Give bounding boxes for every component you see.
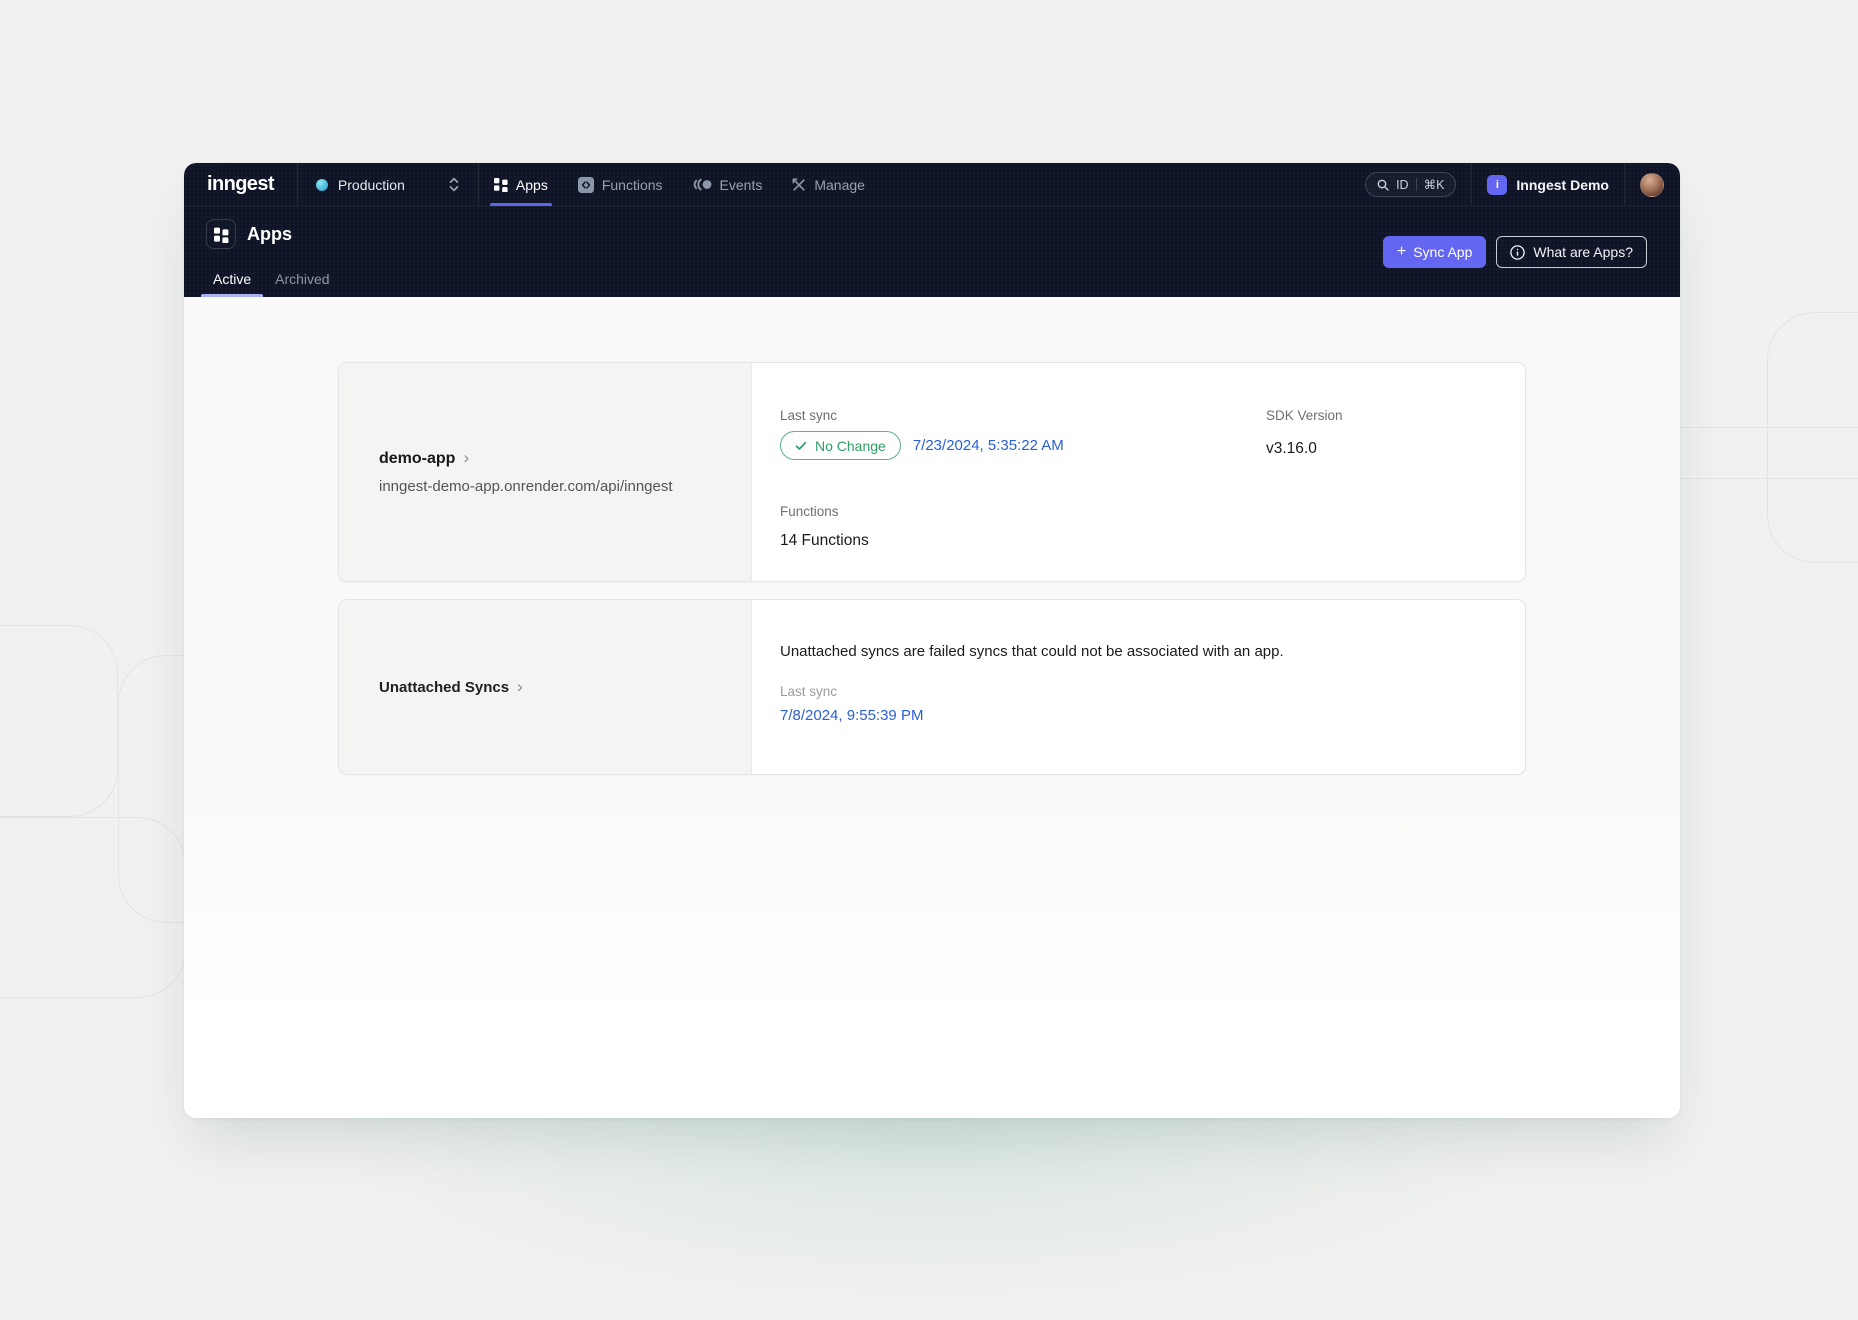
unattached-syncs-card: Unattached Syncs › Unattached syncs are … [338,599,1526,775]
apps-page-icon [206,219,236,249]
check-icon [795,441,807,451]
nav-tab-functions[interactable]: Functions [577,163,663,206]
status-badge-label: No Change [815,437,886,454]
functions-count: 14 Functions [780,532,869,549]
main-panel: inngest Production Apps [184,163,1680,1118]
navbar-divider [1471,163,1473,206]
app-title-link[interactable]: demo-app › [379,448,751,468]
search-shortcut[interactable]: ID ⌘K [1365,172,1457,197]
unattached-syncs-summary: Unattached Syncs › [339,600,752,774]
dark-header: inngest Production Apps [184,163,1680,297]
page-header: Apps + Sync App What are Apps? Active [184,207,1680,297]
app-card-summary: demo-app › inngest-demo-app.onrender.com… [339,363,752,581]
chevron-right-icon: › [517,676,523,696]
apps-grid-icon [493,177,508,192]
sdk-version-value: v3.16.0 [1266,440,1317,457]
functions-label: Functions [780,504,839,519]
nav-tab-label: Apps [515,176,548,193]
environment-switcher[interactable]: Production [298,163,479,206]
app-name: demo-app [379,449,456,467]
chevron-up-down-icon [448,177,460,192]
nav-tab-label: Functions [601,176,663,193]
what-are-apps-button[interactable]: What are Apps? [1496,236,1647,268]
nav-tab-apps[interactable]: Apps [489,163,552,206]
nav-tab-label: Manage [814,176,865,193]
page-tabs: Active Archived [201,261,342,297]
user-avatar[interactable] [1640,172,1664,197]
unattached-syncs-title: Unattached Syncs [379,678,510,696]
app-card-demo-app: demo-app › inngest-demo-app.onrender.com… [338,362,1526,582]
unattached-syncs-description: Unattached syncs are failed syncs that c… [780,643,1284,660]
environment-label: Production [337,176,405,193]
primary-nav: Apps Functions Events [489,163,865,206]
navbar-right: ID ⌘K i Inngest Demo [1365,163,1680,206]
inngest-logo[interactable]: inngest [207,173,275,195]
background-line [1677,427,1858,428]
app-card-details: Last sync No Change 7/23/2024, 5:35:22 A… [752,363,1525,581]
app-url: inngest-demo-app.onrender.com/api/innges… [379,477,673,495]
chevron-right-icon: › [463,448,470,467]
tab-label: Archived [275,271,330,287]
org-badge-icon: i [1487,174,1508,195]
search-id-label: ID [1396,177,1409,192]
tab-active[interactable]: Active [201,261,264,297]
what-are-apps-label: What are Apps? [1533,244,1633,260]
nav-tab-manage[interactable]: Manage [792,163,865,206]
unattached-syncs-details: Unattached syncs are failed syncs that c… [752,600,1525,774]
account-menu[interactable]: i Inngest Demo [1487,174,1609,195]
top-navbar: inngest Production Apps [184,163,1680,207]
plus-icon: + [1396,242,1407,260]
manage-tools-icon [792,178,806,192]
background-line [1677,478,1858,479]
background-rounded-shape [1767,312,1858,563]
logo-container[interactable]: inngest [184,163,298,206]
sdk-version-label: SDK Version [1266,408,1343,423]
org-name: Inngest Demo [1516,176,1609,193]
last-sync-label: Last sync [780,408,838,423]
tab-label: Active [213,271,252,287]
unattached-syncs-link[interactable]: Unattached Syncs › [379,676,751,696]
page-title: Apps [247,223,292,244]
search-divider [1415,178,1417,191]
tab-archived[interactable]: Archived [263,261,341,297]
background-rounded-shape [0,817,186,998]
last-sync-link[interactable]: 7/23/2024, 5:35:22 AM [912,437,1064,454]
events-stream-icon [693,178,712,191]
nav-tab-events[interactable]: Events [693,163,763,206]
apps-list: demo-app › inngest-demo-app.onrender.com… [184,297,1680,1118]
environment-status-icon [315,178,328,191]
sync-app-button[interactable]: + Sync App [1382,236,1487,268]
status-badge: No Change [780,431,901,460]
background-rounded-shape [0,625,118,817]
navbar-divider [1624,163,1625,206]
search-shortcut-keys: ⌘K [1423,178,1445,192]
last-sync-label: Last sync [780,684,838,699]
functions-code-icon [577,176,594,193]
last-sync-row: No Change 7/23/2024, 5:35:22 AM [780,431,1064,460]
info-icon [1510,244,1526,260]
nav-tab-label: Events [719,176,763,193]
last-sync-link[interactable]: 7/8/2024, 9:55:39 PM [780,707,924,724]
page-title-group: Apps [206,219,292,249]
search-icon [1377,179,1389,191]
page-actions: + Sync App What are Apps? [1382,236,1647,268]
sync-app-label: Sync App [1413,244,1473,260]
